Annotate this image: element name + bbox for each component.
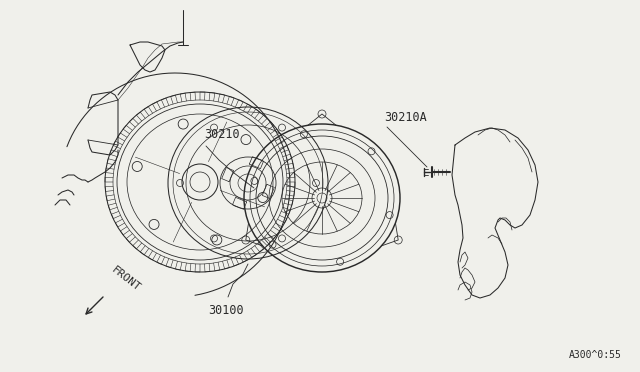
Text: A300^0:55: A300^0:55: [569, 350, 622, 360]
Text: 30100: 30100: [208, 304, 244, 317]
Text: FRONT: FRONT: [110, 264, 143, 293]
Text: 30210: 30210: [204, 128, 239, 141]
Text: 30210A: 30210A: [384, 111, 427, 124]
